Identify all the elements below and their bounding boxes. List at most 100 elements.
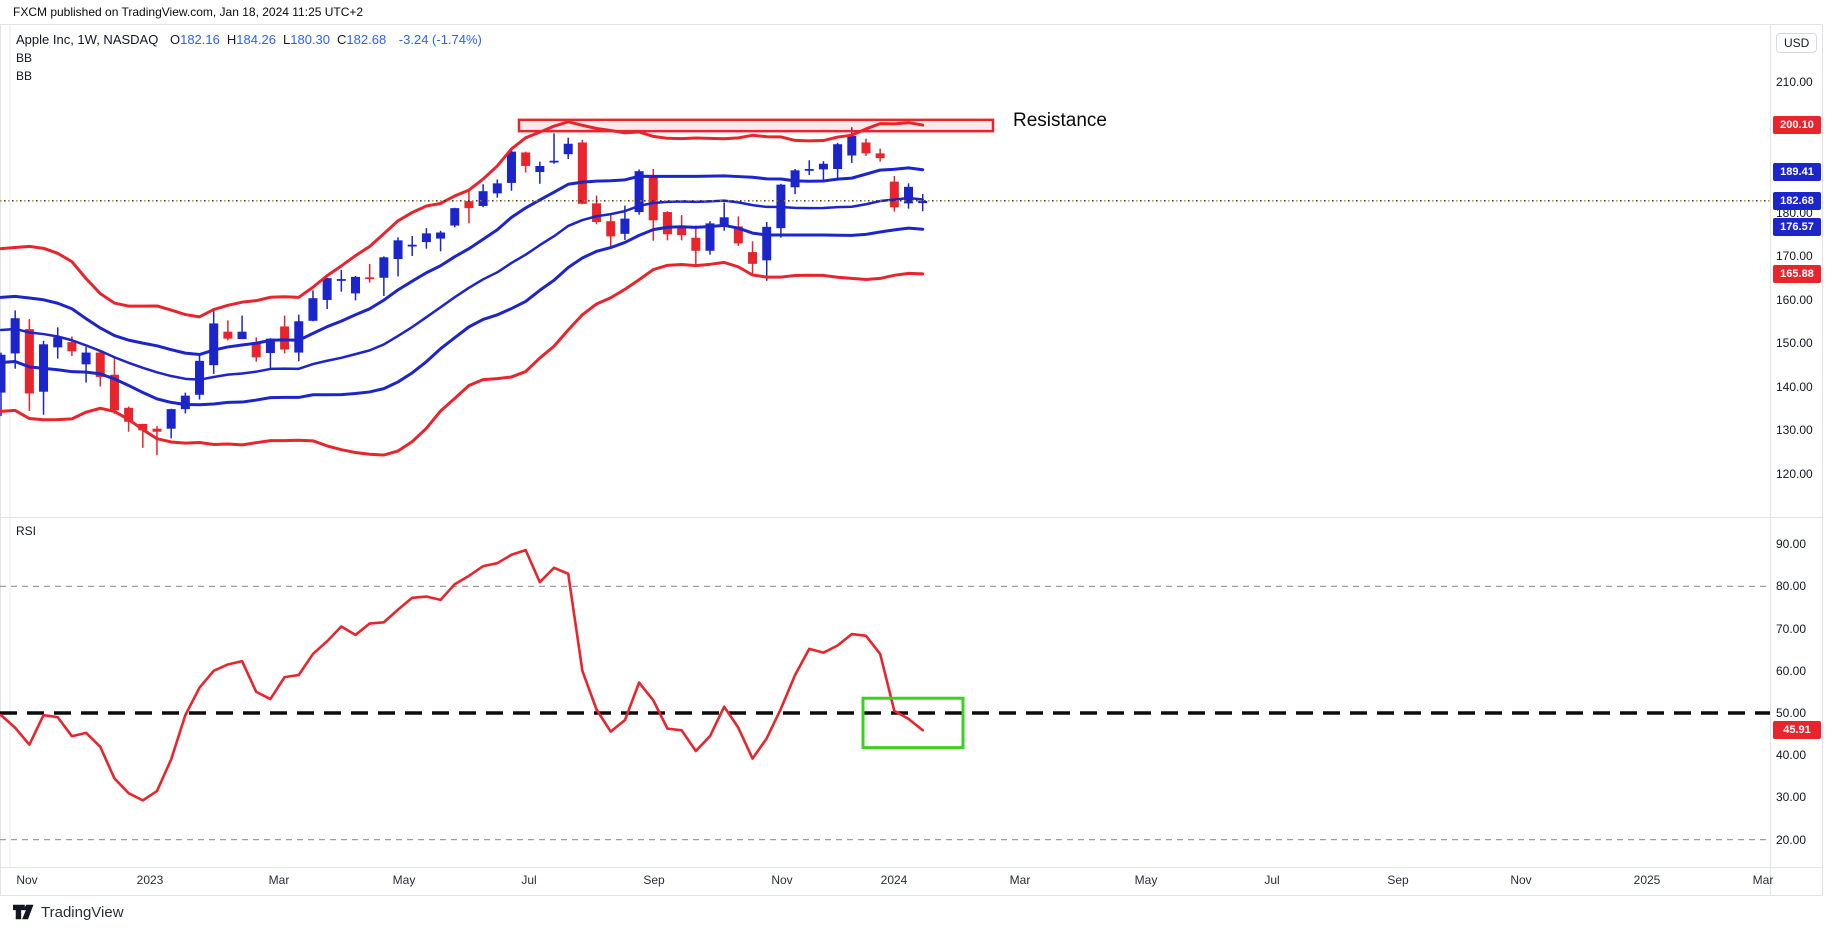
ohlc-values: O182.16 H184.26 L180.30 C182.68 [170, 32, 393, 47]
candle-body [237, 331, 247, 340]
resistance-annotation-label: Resistance [1013, 110, 1107, 131]
time-axis-label-Mar: Mar [268, 873, 290, 887]
pane-divider[interactable] [0, 517, 1823, 518]
rsi-tick-60.00: 60.00 [1776, 663, 1807, 678]
change-value: -3.24 (-1.74%) [398, 32, 482, 47]
price-tick-210.00: 210.00 [1776, 75, 1813, 89]
ohlc-item-H: H184.26 [227, 32, 276, 47]
axis-divider [0, 867, 1823, 868]
time-axis-label-Sep: Sep [1387, 873, 1409, 887]
band-value-badge-200.10: 200.10 [1773, 116, 1821, 135]
candle-body [577, 142, 587, 204]
price-scale-divider [1770, 24, 1771, 896]
candle-body [847, 135, 857, 156]
candle-body [166, 409, 176, 429]
footer-brand[interactable]: TradingView [12, 902, 124, 922]
ohlc-item-O: O182.16 [170, 32, 220, 47]
rsi-tick-50.00: 50.00 [1776, 706, 1807, 720]
candle-body [436, 232, 446, 239]
price-scale-column[interactable]: 210.00 180.00 170.00 160.00 150.00 140.00 130.… [1770, 24, 1823, 896]
indicator-legend-bb-1[interactable]: BB [16, 51, 33, 65]
bb-upper-band-red [0, 120, 925, 319]
candle-body [53, 337, 63, 348]
candle-body [478, 191, 488, 206]
time-axis-label-Mar: Mar [1752, 873, 1774, 887]
publish-attribution: FXCM published on TradingView.com, Jan 1… [13, 5, 364, 19]
bb-upper-band-blue [0, 166, 925, 357]
symbol-legend-row[interactable]: Apple Inc, 1W, NASDAQ O182.16 H184.26 L180… [16, 32, 482, 47]
candle-body [535, 165, 545, 173]
candle-body [10, 318, 20, 354]
candle-body [265, 338, 275, 354]
candle-body [294, 321, 304, 353]
bb-basis-line [0, 196, 924, 381]
price-tick-130.00: 130.00 [1776, 423, 1813, 437]
candle-body [152, 428, 162, 432]
candle-body [606, 221, 616, 237]
rsi-indicator-label[interactable]: RSI [16, 524, 37, 538]
rsi-value-badge: 45.91 [1773, 721, 1821, 740]
time-axis-label-May: May [392, 873, 416, 887]
candle-body [393, 240, 403, 260]
candle-body [918, 200, 928, 204]
candle-body [138, 423, 148, 431]
candle-body [280, 326, 290, 350]
green-highlight-box[interactable] [861, 696, 965, 750]
candle-body [733, 226, 743, 244]
rsi-tick-80.00: 80.00 [1776, 579, 1807, 594]
last-price-badge-182.68: 182.68 [1773, 191, 1821, 210]
price-tick-120.00: 120.00 [1776, 466, 1813, 481]
candle-body [308, 298, 318, 321]
candle-body [521, 152, 531, 166]
candle-body [95, 352, 105, 377]
candle-body [691, 237, 701, 251]
candle-body [677, 227, 687, 236]
currency-unit-button[interactable]: USD [1776, 33, 1818, 53]
time-axis-label-2024: 2024 [880, 873, 908, 887]
candle-body [336, 279, 346, 281]
ohlc-value: 184.26 [236, 32, 277, 47]
resistance-zone-rect[interactable] [517, 118, 995, 133]
candle-body [379, 257, 389, 278]
time-axis-label-Sep: Sep [643, 873, 665, 887]
price-pane-canvas[interactable] [0, 24, 1770, 517]
candle-body [67, 342, 77, 352]
candle-body [634, 171, 644, 213]
ohlc-item-C: C182.68 [337, 32, 386, 47]
candle-body [904, 186, 914, 204]
indicator-legend-bb-2[interactable]: BB [16, 69, 33, 83]
bb-lower-band-red [0, 260, 925, 457]
candle-body [662, 212, 672, 235]
time-axis-label-Nov: Nov [771, 873, 793, 887]
price-tick-160.00: 160.00 [1776, 292, 1813, 307]
time-axis-label-Mar: Mar [1009, 873, 1031, 887]
ohlc-value: 180.30 [290, 32, 331, 47]
candle-body [365, 277, 375, 280]
candle-body [748, 252, 758, 264]
time-axis-label-Jul: Jul [1264, 873, 1280, 887]
price-tick-140.00: 140.00 [1776, 379, 1813, 394]
rsi-tick-70.00: 70.00 [1776, 621, 1807, 636]
candle-body [861, 142, 871, 154]
candle-body [223, 331, 233, 339]
chart-legend: Apple Inc, 1W, NASDAQ O182.16 H184.26 L180… [16, 32, 482, 83]
candle-body [790, 170, 800, 188]
ohlc-key: C [337, 32, 347, 47]
rsi-pane-canvas[interactable] [0, 517, 1770, 867]
ohlc-key: H [226, 32, 237, 47]
rsi-tick-30.00: 30.00 [1776, 790, 1807, 805]
band-value-badge-165.88: 165.88 [1773, 264, 1821, 283]
candle-body [0, 354, 6, 393]
candle-body [549, 160, 559, 163]
candle-body [563, 143, 573, 155]
time-axis[interactable]: Nov 2023 Mar May Jul Sep Nov 2024 Mar May Jul Sep No… [0, 867, 1773, 896]
time-axis-label-Nov: Nov [1510, 873, 1532, 887]
candle-body [818, 163, 828, 170]
candle-body [592, 203, 602, 223]
band-value-badge-189.41: 189.41 [1773, 162, 1821, 181]
ohlc-key: O [169, 32, 181, 47]
time-axis-label-May: May [1134, 873, 1158, 887]
candle-body [875, 153, 885, 159]
candle-body [719, 217, 729, 227]
